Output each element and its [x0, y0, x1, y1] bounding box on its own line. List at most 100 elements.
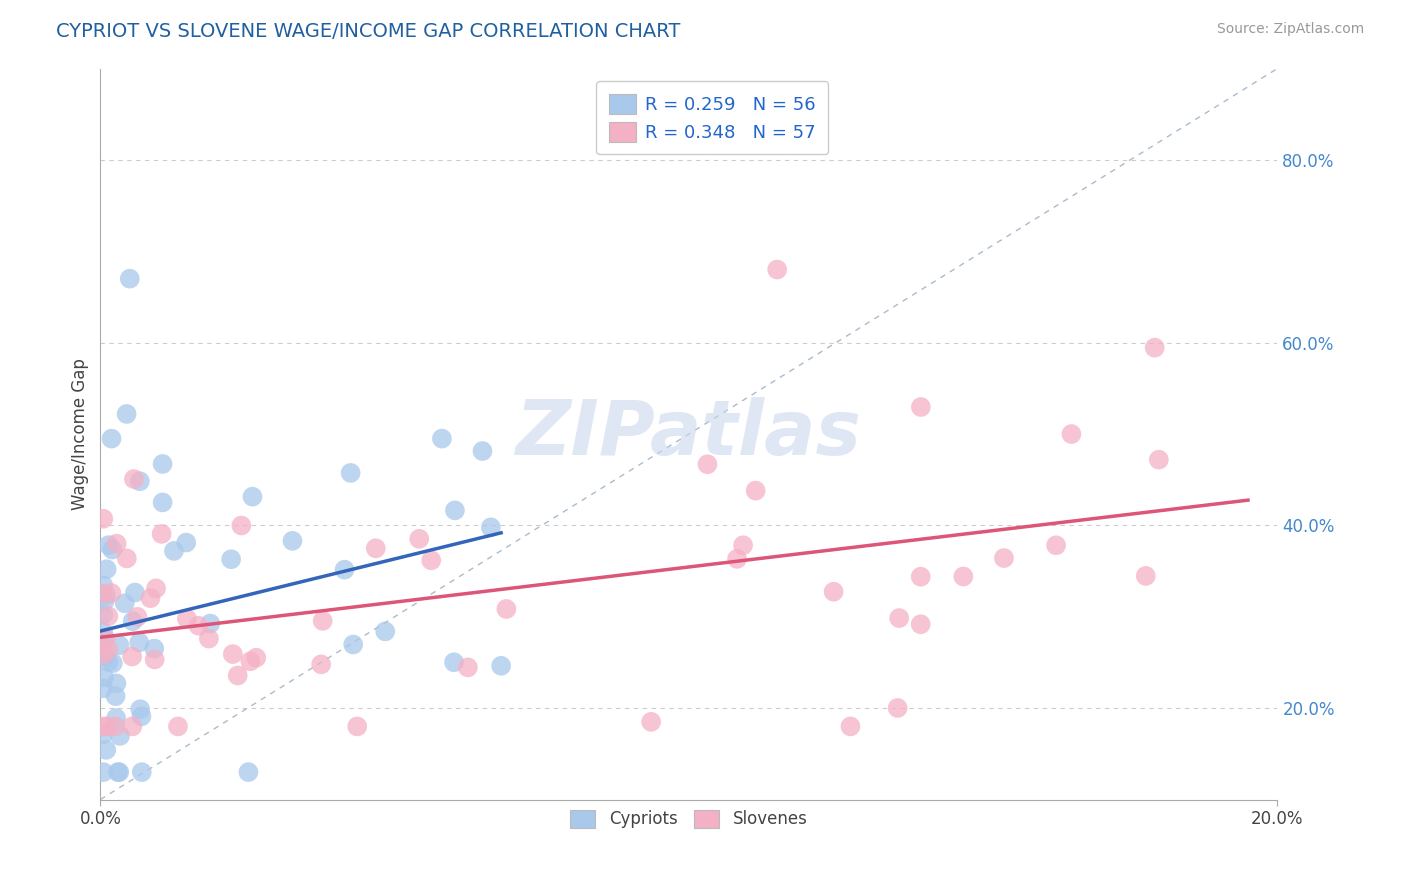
- Point: [910, 400, 932, 414]
- Point: [444, 503, 467, 517]
- Point: [91, 625, 114, 640]
- Point: [1045, 538, 1067, 552]
- Point: [129, 702, 152, 716]
- Point: [430, 432, 453, 446]
- Point: [1147, 452, 1170, 467]
- Point: [108, 729, 131, 743]
- Point: [97, 642, 120, 657]
- Point: [100, 586, 122, 600]
- Point: [150, 527, 173, 541]
- Point: [952, 569, 974, 583]
- Point: [128, 475, 150, 489]
- Point: [489, 658, 512, 673]
- Point: [152, 495, 174, 509]
- Point: [226, 668, 249, 682]
- Point: [479, 520, 502, 534]
- Point: [823, 584, 845, 599]
- Point: [115, 407, 138, 421]
- Point: [105, 711, 128, 725]
- Point: [128, 635, 150, 649]
- Point: [910, 617, 932, 632]
- Point: [114, 596, 136, 610]
- Point: [471, 444, 494, 458]
- Point: [91, 719, 114, 733]
- Point: [231, 518, 253, 533]
- Point: [339, 466, 361, 480]
- Point: [222, 647, 245, 661]
- Point: [1060, 427, 1083, 442]
- Point: [101, 542, 124, 557]
- Point: [96, 719, 118, 733]
- Point: [91, 631, 114, 645]
- Point: [91, 512, 114, 526]
- Point: [93, 670, 115, 684]
- Point: [281, 533, 304, 548]
- Point: [696, 457, 718, 471]
- Point: [198, 632, 221, 646]
- Point: [495, 602, 517, 616]
- Point: [97, 655, 120, 669]
- Point: [108, 638, 131, 652]
- Point: [163, 544, 186, 558]
- Point: [640, 714, 662, 729]
- Point: [1135, 569, 1157, 583]
- Point: [115, 551, 138, 566]
- Point: [105, 676, 128, 690]
- Point: [96, 562, 118, 576]
- Point: [342, 638, 364, 652]
- Point: [245, 650, 267, 665]
- Point: [104, 719, 127, 733]
- Point: [309, 657, 332, 672]
- Text: ZIPatlas: ZIPatlas: [516, 397, 862, 471]
- Point: [889, 611, 911, 625]
- Point: [145, 582, 167, 596]
- Point: [886, 701, 908, 715]
- Point: [94, 649, 117, 664]
- Point: [733, 538, 755, 552]
- Point: [364, 541, 387, 556]
- Point: [91, 631, 114, 645]
- Point: [108, 765, 131, 780]
- Point: [91, 681, 114, 696]
- Point: [91, 578, 114, 592]
- Y-axis label: Wage/Income Gap: Wage/Income Gap: [72, 358, 89, 510]
- Point: [238, 765, 260, 780]
- Point: [122, 472, 145, 486]
- Text: Source: ZipAtlas.com: Source: ZipAtlas.com: [1216, 22, 1364, 37]
- Point: [333, 563, 356, 577]
- Point: [346, 719, 368, 733]
- Point: [101, 656, 124, 670]
- Point: [139, 591, 162, 606]
- Point: [105, 537, 128, 551]
- Point: [94, 632, 117, 647]
- Point: [443, 655, 465, 669]
- Point: [131, 765, 153, 780]
- Point: [107, 765, 129, 780]
- Point: [744, 483, 766, 498]
- Point: [91, 586, 114, 600]
- Legend: Cypriots, Slovenes: Cypriots, Slovenes: [564, 803, 814, 835]
- Point: [457, 660, 479, 674]
- Point: [121, 649, 143, 664]
- Point: [311, 614, 333, 628]
- Point: [176, 612, 198, 626]
- Point: [121, 719, 143, 733]
- Point: [766, 262, 789, 277]
- Point: [91, 607, 114, 622]
- Point: [187, 618, 209, 632]
- Point: [219, 552, 242, 566]
- Point: [910, 570, 932, 584]
- Point: [91, 648, 114, 662]
- Point: [97, 538, 120, 552]
- Point: [200, 616, 222, 631]
- Point: [725, 552, 748, 566]
- Point: [167, 719, 190, 733]
- Point: [242, 490, 264, 504]
- Point: [993, 551, 1015, 566]
- Point: [239, 654, 262, 668]
- Point: [124, 585, 146, 599]
- Point: [91, 727, 114, 741]
- Point: [121, 614, 143, 628]
- Point: [93, 594, 115, 608]
- Point: [174, 535, 197, 549]
